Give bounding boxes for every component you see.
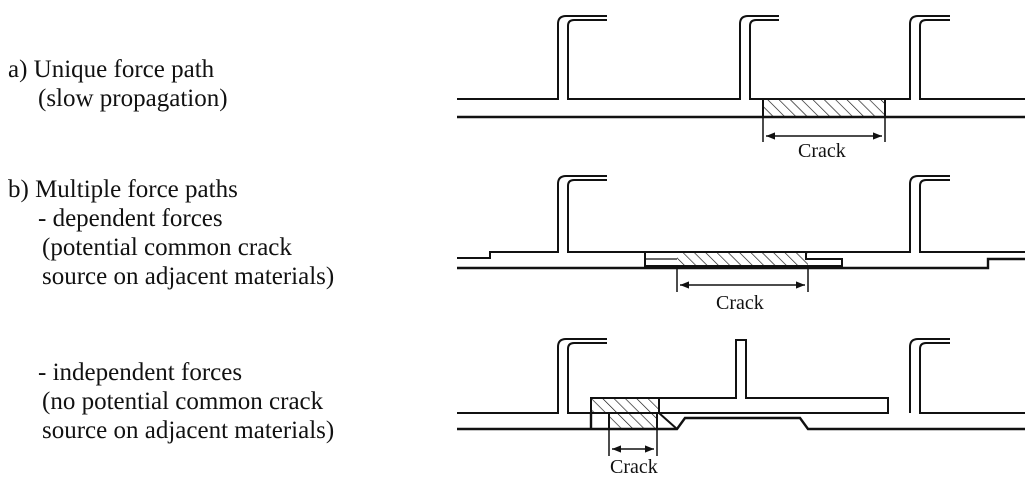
- diagram-c-crack-lower: [609, 413, 657, 429]
- diagram-b-stringers: [457, 176, 1025, 258]
- diagram-a-crack-label: Crack: [798, 140, 846, 162]
- diagram-a-skin-top: [457, 16, 1025, 99]
- diagram-c-crack-label: Crack: [610, 456, 658, 478]
- diagram-c-independent: [457, 339, 1025, 456]
- diagram-a-crack-zone: [763, 99, 885, 117]
- diagram-b-dependent: [457, 176, 1025, 292]
- diagram-c-crack-upper: [591, 398, 659, 413]
- diagram-b-crack-label: Crack: [716, 292, 764, 314]
- diagram-c-skin-bottom: [457, 413, 1025, 429]
- diagram-b-crack-zone: [677, 252, 808, 266]
- diagram-a: [457, 16, 1025, 142]
